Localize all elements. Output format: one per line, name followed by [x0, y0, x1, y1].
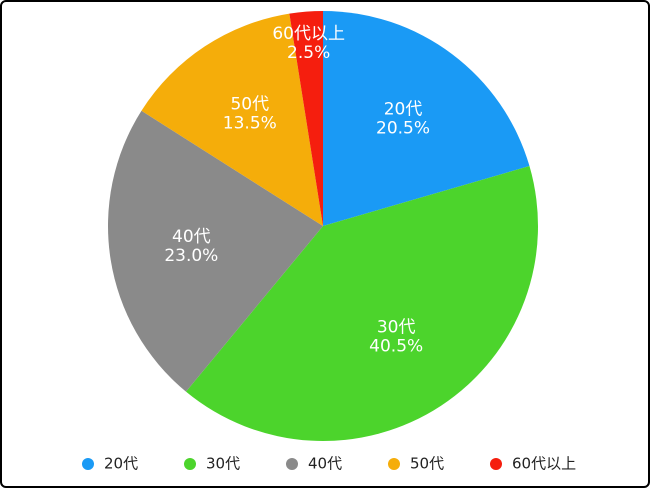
slice-category: 40代	[172, 227, 211, 247]
legend-label: 60代以上	[512, 455, 576, 473]
slice-category: 30代	[377, 317, 416, 337]
legend-swatch	[490, 458, 502, 470]
slice-category: 50代	[230, 95, 269, 115]
legend-label: 30代	[206, 455, 240, 473]
pie-slice	[185, 166, 538, 441]
pie-slice	[323, 11, 530, 226]
legend-label: 50代	[410, 455, 444, 473]
pie-slice	[108, 110, 323, 392]
slice-value-label: 2.5%	[287, 43, 330, 63]
slice-value-label: 23.0%	[164, 246, 218, 266]
legend-swatch	[184, 458, 196, 470]
legend-swatch	[388, 458, 400, 470]
slice-category: 60代以上	[272, 24, 345, 44]
pie-slice	[141, 13, 323, 227]
legend-swatch	[82, 458, 94, 470]
legend-label: 40代	[308, 455, 342, 473]
legend-swatch	[286, 458, 298, 470]
slice-value-label: 40.5%	[369, 336, 423, 356]
slice-value-label: 13.5%	[223, 114, 277, 134]
slice-value-label: 20.5%	[376, 118, 430, 138]
slice-category: 20代	[384, 99, 423, 119]
legend-label: 20代	[104, 455, 138, 473]
pie-slice	[289, 11, 323, 226]
